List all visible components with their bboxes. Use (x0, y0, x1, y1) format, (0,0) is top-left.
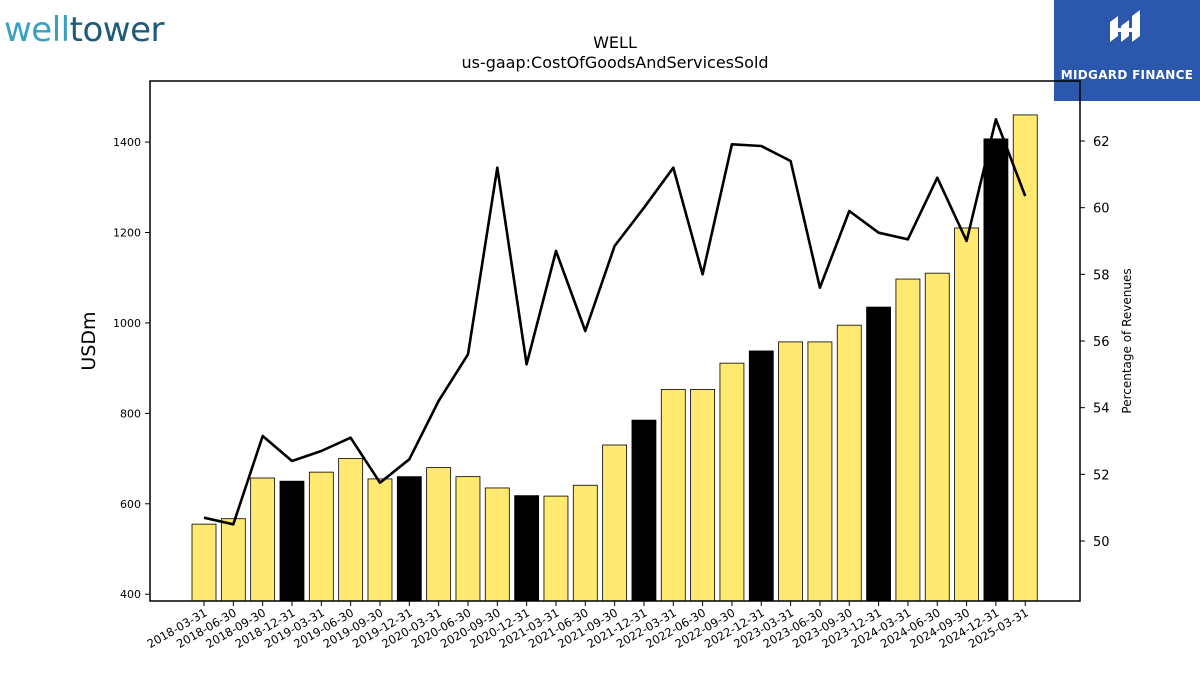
bar (308, 471, 334, 602)
bar (191, 523, 217, 602)
logo-word-tower: tower (69, 10, 165, 50)
midgard-logo-icon (1110, 10, 1140, 42)
bar (924, 272, 950, 602)
y-tick-label: 600 (120, 498, 141, 511)
logo-word-well: well (4, 10, 70, 50)
bar (836, 324, 862, 602)
bar (455, 476, 481, 602)
bar (983, 138, 1009, 602)
bar (250, 477, 276, 602)
y2-tick-label: 56 (1093, 335, 1110, 350)
bar (954, 227, 979, 602)
bar (279, 480, 305, 602)
bar (866, 306, 891, 602)
bar (543, 495, 569, 602)
bar (690, 388, 716, 602)
bar (602, 444, 628, 602)
y-tick-label: 400 (120, 588, 141, 601)
bar (338, 458, 364, 602)
chart-subtitle: us-gaap:CostOfGoodsAndServicesSold (461, 53, 769, 72)
y2-axis-label: Percentage of Revenues (1120, 268, 1134, 413)
bar (778, 341, 803, 602)
y2-tick-label: 58 (1093, 268, 1110, 283)
y2-tick-label: 52 (1093, 468, 1110, 483)
midgard-finance-badge: MIDGARD FINANCE (1054, 0, 1200, 101)
bar (748, 350, 774, 602)
y-tick-label: 1400 (113, 136, 141, 149)
y2-tick-label: 62 (1093, 135, 1110, 150)
percentage-line (203, 118, 1027, 526)
chart-title: WELL (593, 33, 637, 52)
bar (660, 388, 686, 602)
bar (895, 278, 921, 602)
bar (572, 484, 598, 602)
bar (367, 478, 393, 602)
bar (631, 419, 657, 602)
y-tick-label: 800 (120, 407, 141, 420)
bar (220, 518, 246, 602)
bar (807, 341, 833, 602)
y2-tick-label: 50 (1093, 535, 1110, 550)
bar (484, 487, 510, 602)
welltower-logo: welltower (0, 0, 170, 52)
y2-tick-label: 54 (1093, 402, 1110, 417)
bar (426, 467, 452, 602)
sponsor-name: MIDGARD FINANCE (1060, 68, 1194, 82)
bar (514, 495, 540, 602)
y-tick-label: 1000 (113, 317, 141, 330)
y-axis-label: USDm (78, 311, 100, 370)
welltower-wordmark: welltower (4, 10, 164, 50)
y-tick-label: 1200 (113, 226, 141, 239)
bar (719, 362, 745, 602)
bar (1012, 114, 1038, 602)
bar (396, 476, 422, 602)
y2-tick-label: 60 (1093, 202, 1110, 217)
